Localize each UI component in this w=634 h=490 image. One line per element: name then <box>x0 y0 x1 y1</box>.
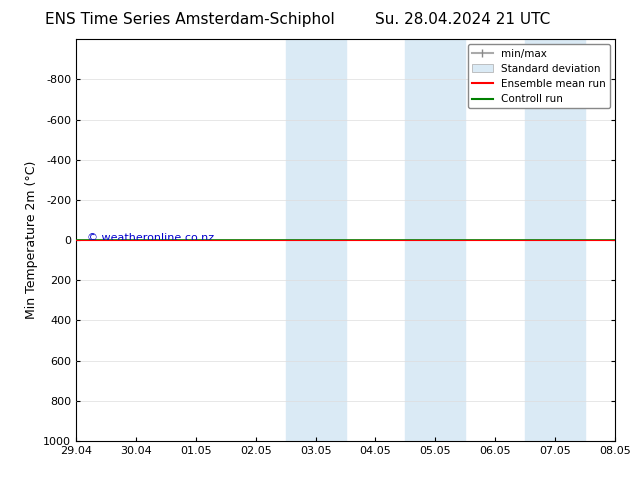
Legend: min/max, Standard deviation, Ensemble mean run, Controll run: min/max, Standard deviation, Ensemble me… <box>467 45 610 108</box>
Bar <box>286 39 346 441</box>
Y-axis label: Min Temperature 2m (°C): Min Temperature 2m (°C) <box>25 161 37 319</box>
Bar <box>405 39 465 441</box>
Text: Su. 28.04.2024 21 UTC: Su. 28.04.2024 21 UTC <box>375 12 550 27</box>
Bar <box>525 39 585 441</box>
Text: © weatheronline.co.nz: © weatheronline.co.nz <box>87 233 214 243</box>
Text: ENS Time Series Amsterdam-Schiphol: ENS Time Series Amsterdam-Schiphol <box>45 12 335 27</box>
